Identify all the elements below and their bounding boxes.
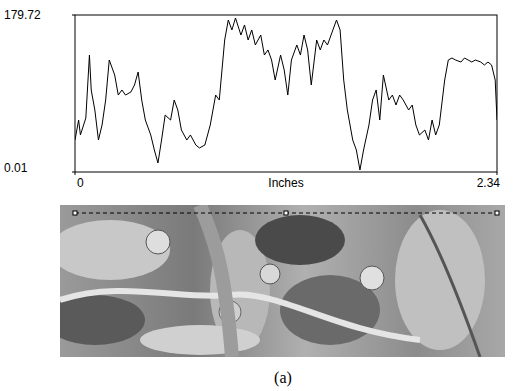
x-tick-label: 2.34 <box>477 176 501 190</box>
photo-detail <box>360 266 384 290</box>
photo-detail <box>140 325 260 355</box>
photo-detail <box>260 264 280 284</box>
photo-detail <box>255 215 345 265</box>
photo-detail <box>420 215 480 357</box>
x-tick <box>75 172 76 175</box>
x-axis-title: Inches <box>268 176 303 190</box>
photo-detail <box>60 291 420 340</box>
photo-detail <box>60 220 170 280</box>
x-tick <box>497 172 498 175</box>
y-tick-label: 0.01 <box>4 161 28 175</box>
profile-handle <box>73 211 77 215</box>
plot-frame <box>75 15 497 172</box>
photo-detail <box>146 230 170 254</box>
y-tick-label: 179.72 <box>4 8 41 22</box>
profile-handle <box>495 211 499 215</box>
x-tick-label: 0 <box>77 176 84 190</box>
profile-handle <box>284 211 288 215</box>
y-tick <box>72 15 75 16</box>
photo-detail <box>60 295 145 345</box>
figure: 0.01 179.72 0 2.34 Inches (a) <box>0 0 526 391</box>
caption: (a) <box>274 369 292 387</box>
photo <box>60 205 505 357</box>
profile-line <box>75 18 497 170</box>
plot-area <box>75 18 497 170</box>
photo-detail <box>200 205 232 357</box>
